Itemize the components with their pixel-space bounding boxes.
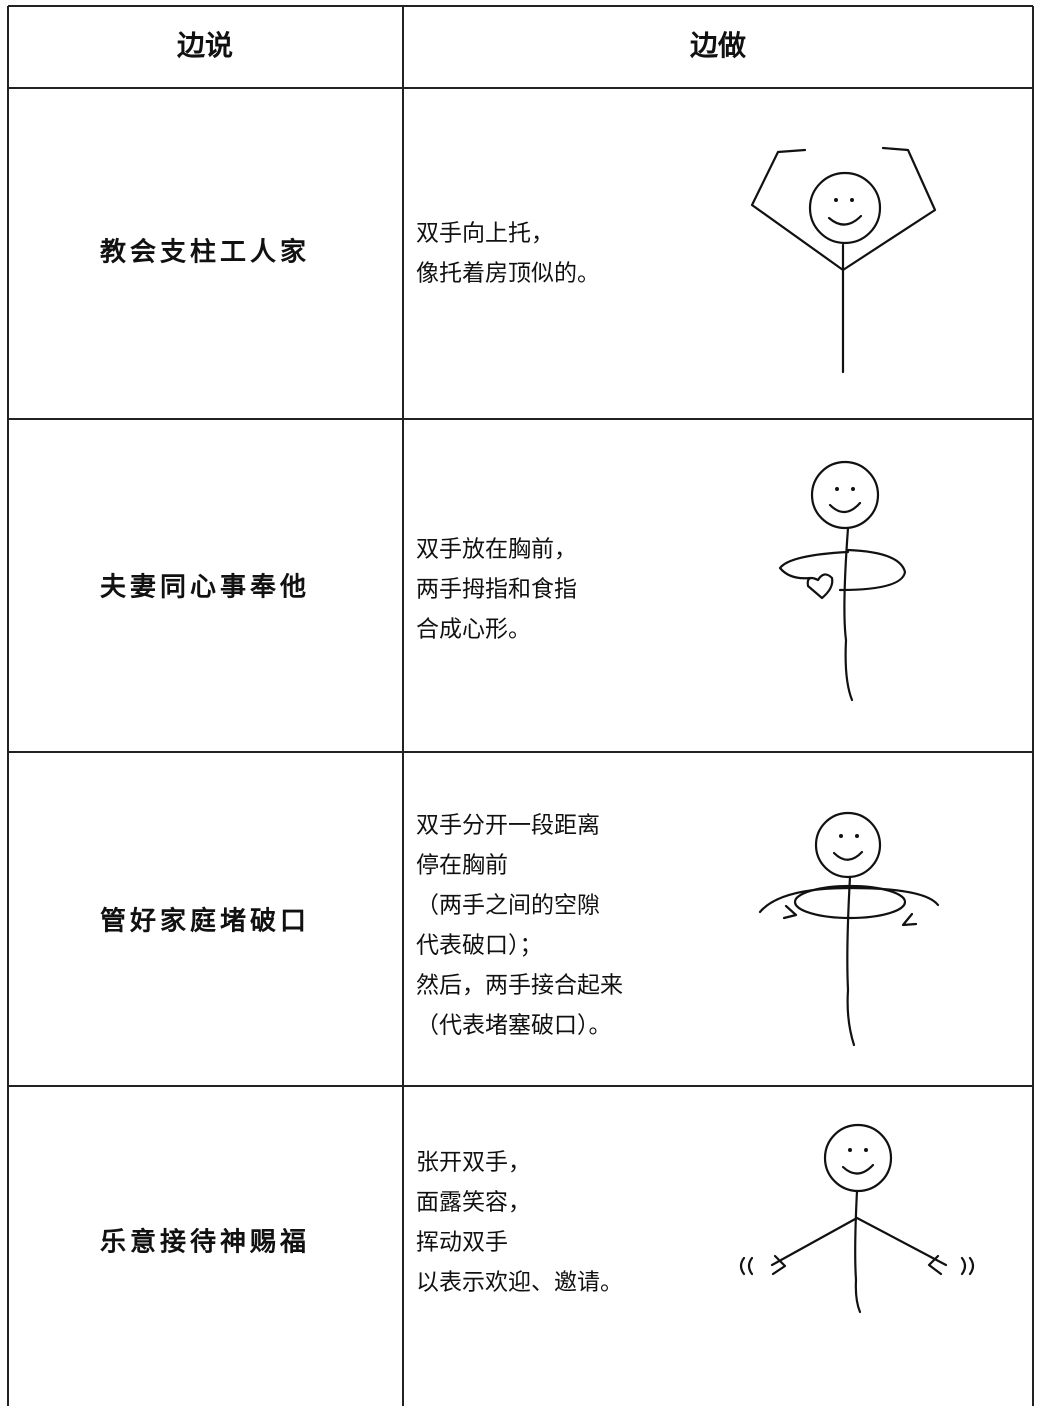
- do-text: 合成心形。: [416, 617, 531, 643]
- header-say: 边说: [177, 29, 233, 62]
- do-text: 代表破口）；: [416, 933, 543, 959]
- stick-figure-4: [739, 1123, 975, 1314]
- do-text: 像托着房顶似的。: [416, 261, 600, 287]
- say-text: 管好家庭堵破口: [100, 906, 310, 937]
- header-do: 边做: [690, 29, 746, 62]
- do-text: （两手之间的空隙: [416, 893, 600, 919]
- do-text: 挥动双手: [416, 1230, 508, 1256]
- do-text: 双手向上托，: [416, 221, 554, 247]
- do-text: 面露笑容，: [416, 1190, 531, 1216]
- do-text: （代表堵塞破口）。: [416, 1013, 612, 1039]
- do-text: 双手分开一段距离: [416, 813, 600, 839]
- do-text: 张开双手，: [416, 1150, 531, 1176]
- do-text: 两手拇指和食指: [416, 577, 577, 603]
- do-text: 停在胸前: [416, 853, 508, 879]
- stick-figure-1: [750, 146, 937, 374]
- say-text: 乐意接待神赐福: [100, 1227, 310, 1258]
- do-text: 以表示欢迎、邀请。: [416, 1270, 623, 1296]
- say-text: 夫妻同心事奉他: [100, 573, 310, 603]
- do-text: 双手放在胸前，: [416, 537, 577, 563]
- say-text: 教会支柱工人家: [100, 237, 310, 268]
- do-text: 然后，两手接合起来: [416, 973, 623, 999]
- stick-figure-3: [758, 811, 940, 1047]
- stick-figure-2: [778, 460, 907, 702]
- table-borders: [7, 5, 1034, 1406]
